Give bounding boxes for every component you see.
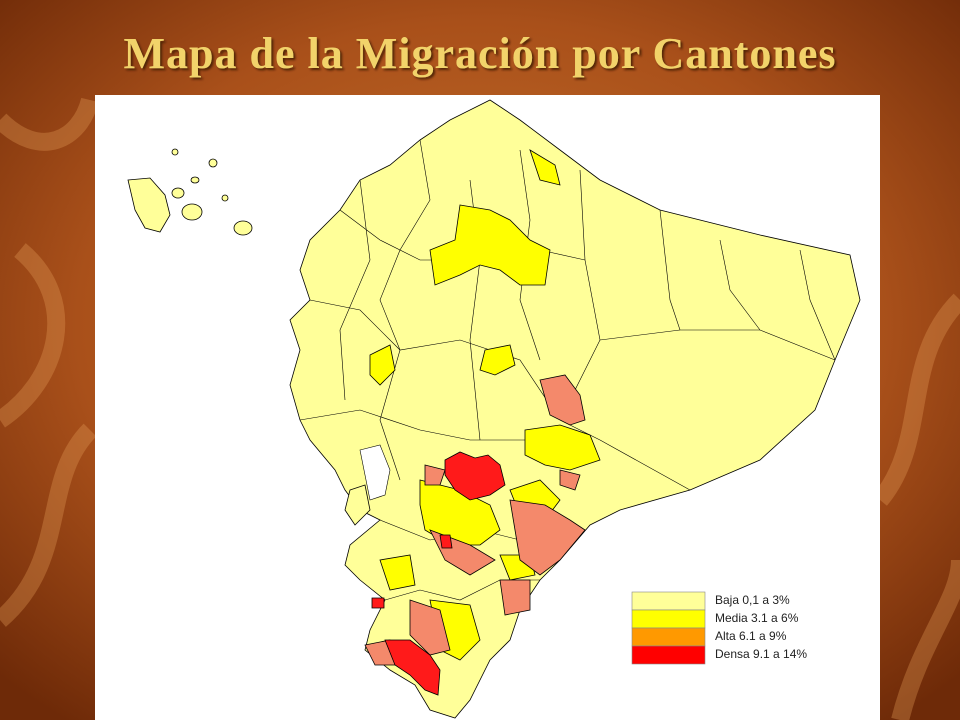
legend-label: Alta 6.1 a 9% <box>715 629 787 643</box>
map <box>127 99 861 719</box>
legend-swatch <box>631 627 706 647</box>
legend-swatch <box>631 609 706 629</box>
legend-swatch <box>631 591 706 611</box>
island <box>344 484 371 526</box>
legend-label: Baja 0,1 a 3% <box>715 593 790 607</box>
legend-label: Media 3.1 a 6% <box>715 611 799 625</box>
media-regions <box>369 149 601 661</box>
densa-regions <box>371 451 506 696</box>
gulf <box>359 444 391 501</box>
galapagos <box>127 148 253 236</box>
title: Mapa de la Migración por Cantones <box>124 29 837 78</box>
alta-regions <box>364 374 586 666</box>
legend-swatch <box>631 645 706 665</box>
decor <box>0 97 960 720</box>
legend: Baja 0,1 a 3% Media 3.1 a 6% Alta 6.1 a 9%… <box>631 591 807 665</box>
legend-label: Densa 9.1 a 14% <box>715 647 807 661</box>
